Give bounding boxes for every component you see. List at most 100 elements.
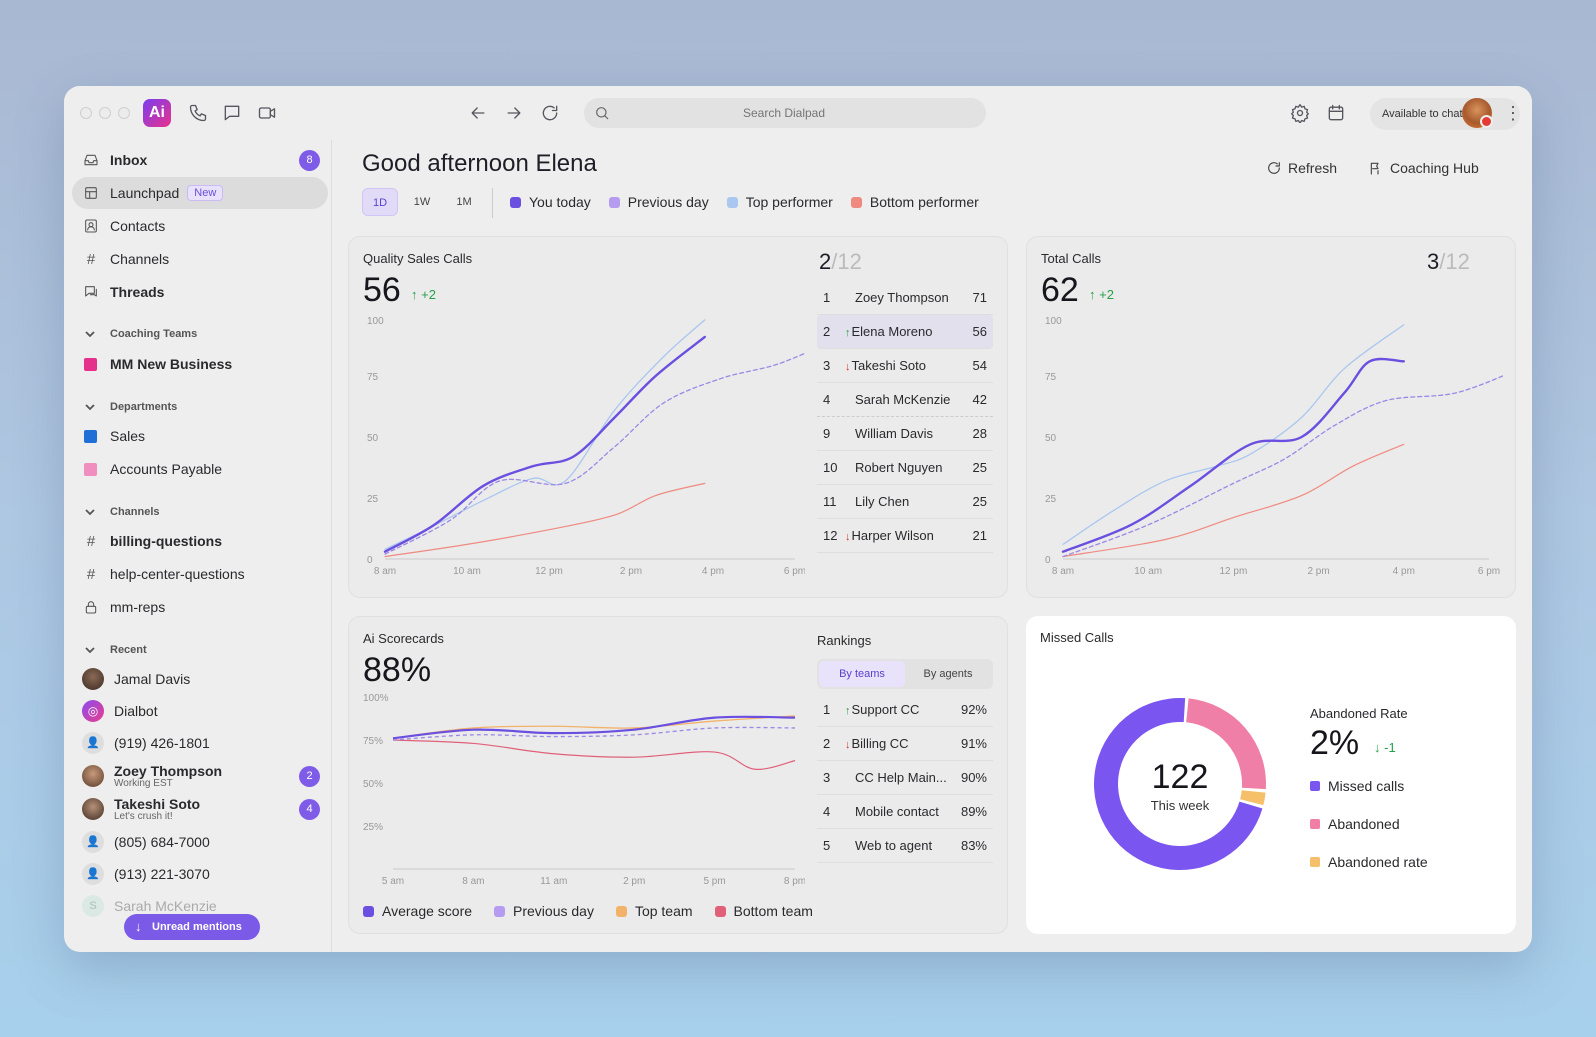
search-bar[interactable] [584, 98, 986, 128]
inbox-count-badge: 8 [299, 150, 320, 171]
launchpad-icon [82, 184, 100, 202]
tab-1m[interactable]: 1M [456, 196, 472, 208]
leaderboard-row[interactable]: 2 ↑Elena Moreno 56 [817, 315, 993, 349]
leaderboard-row[interactable]: 5 Web to agent 83% [817, 829, 993, 863]
back-arrow-icon[interactable] [468, 103, 488, 123]
person-icon: 👤 [82, 732, 104, 754]
leaderboard-row[interactable]: 2 ↓Billing CC 91% [817, 727, 993, 761]
window-controls[interactable] [80, 107, 130, 119]
team-color-icon [84, 357, 97, 371]
maximize-dot[interactable] [118, 107, 130, 119]
row-name: Web to agent [855, 838, 933, 853]
recent-item-sarah-mckenzie[interactable]: S Sarah McKenzie [72, 890, 328, 922]
legend-item[interactable]: Abandoned rate [1310, 854, 1428, 870]
legend-item[interactable]: Abandoned [1310, 816, 1400, 832]
phone-icon[interactable] [188, 103, 208, 123]
tab-1d[interactable]: 1D [362, 188, 398, 216]
sidebar-item-accounts-payable[interactable]: Accounts Payable [72, 453, 328, 485]
legend-item[interactable]: Missed calls [1310, 778, 1404, 794]
user-avatar[interactable] [1462, 98, 1493, 128]
departments-header[interactable]: Departments [84, 401, 177, 413]
recent-item-jamal-davis[interactable]: Jamal Davis [72, 663, 328, 695]
more-menu-icon[interactable]: ⋮ [1504, 103, 1522, 123]
total-calls-card: Total Calls 62 ↑ +2 3/12 0 25 50 75 100 8 am 1… [1026, 236, 1516, 598]
app-logo[interactable]: Ai [143, 99, 171, 127]
x-tick-label: 6 pm [1478, 566, 1500, 577]
recent-item-phone-3[interactable]: 👤 (913) 221-3070 [72, 858, 328, 890]
coaching-hub-button[interactable]: Coaching Hub [1368, 160, 1479, 176]
leaderboard-row[interactable]: 1 ↑Support CC 92% [817, 693, 993, 727]
reload-icon[interactable] [540, 103, 560, 123]
video-icon[interactable] [257, 103, 277, 123]
recent-header[interactable]: Recent [84, 644, 147, 656]
leaderboard-row[interactable]: 4 Sarah McKenzie 42 [817, 383, 993, 417]
refresh-button[interactable]: Refresh [1266, 160, 1337, 176]
legend-item[interactable]: Average score [363, 903, 472, 919]
row-rank: 1 [823, 290, 831, 305]
legend-label: Top team [634, 903, 693, 919]
leaderboard-row[interactable]: 4 Mobile contact 89% [817, 795, 993, 829]
leaderboard-row[interactable]: 9 William Davis 28 [817, 417, 993, 451]
sidebar-item-threads[interactable]: Threads [72, 276, 328, 308]
chevron-down-icon [84, 506, 96, 518]
by-agents-toggle[interactable]: By agents [923, 668, 973, 680]
availability-status[interactable]: Available to chat [1370, 98, 1520, 130]
row-rank: 3 [823, 770, 831, 785]
sidebar-item-inbox[interactable]: Inbox 8 [72, 144, 328, 176]
sidebar-item-launchpad[interactable]: Launchpad New [72, 177, 328, 209]
row-name: Harper Wilson [851, 528, 934, 543]
row-name-cell: Zoey Thompson [845, 290, 957, 305]
sidebar-item-billing-questions[interactable]: # billing-questions [72, 525, 328, 557]
leaderboard-row[interactable]: 11 Lily Chen 25 [817, 485, 993, 519]
x-tick-label: 6 pm [784, 566, 805, 577]
unread-mentions-button[interactable]: Unread mentions [124, 914, 260, 940]
minimize-dot[interactable] [99, 107, 111, 119]
x-tick-label: 5 pm [703, 876, 725, 887]
avatar [82, 765, 104, 787]
by-teams-toggle[interactable]: By teams [819, 661, 905, 687]
row-name-cell: Mobile contact [845, 804, 957, 819]
search-input[interactable] [614, 98, 954, 128]
forward-arrow-icon[interactable] [504, 103, 524, 123]
tab-1w[interactable]: 1W [413, 196, 431, 208]
recent-item-phone-1[interactable]: 👤 (919) 426-1801 [72, 727, 328, 759]
sidebar-item-label: Sales [110, 428, 146, 444]
recent-item-label: Zoey Thompson [114, 763, 223, 779]
recent-item-phone-2[interactable]: 👤 (805) 684-7000 [72, 826, 328, 858]
legend-item[interactable]: Top team [615, 903, 693, 919]
leaderboard-row[interactable]: 12 ↓Harper Wilson 21 [817, 519, 993, 553]
avatar [82, 668, 104, 690]
close-dot[interactable] [80, 107, 92, 119]
leaderboard-row[interactable]: 3 ↓Takeshi Soto 54 [817, 349, 993, 383]
sidebar-item-help-center-questions[interactable]: # help-center-questions [72, 558, 328, 590]
legend-item[interactable]: Top performer [726, 194, 833, 210]
recent-item-text: Takeshi Soto Let's crush it! [114, 796, 200, 822]
sidebar-item-sales[interactable]: Sales [72, 420, 328, 452]
recent-item-takeshi-soto[interactable]: Takeshi Soto Let's crush it! 4 [72, 792, 328, 826]
avatar [82, 798, 104, 820]
legend-item[interactable]: Previous day [494, 903, 594, 919]
legend-item[interactable]: Previous day [608, 194, 709, 210]
legend-item[interactable]: Bottom performer [850, 194, 979, 210]
leaderboard-row[interactable]: 3 CC Help Main... 90% [817, 761, 993, 795]
recent-item-zoey-thompson[interactable]: Zoey Thompson Working EST 2 [72, 759, 328, 793]
settings-gear-icon[interactable] [1290, 103, 1310, 124]
channels-header[interactable]: Channels [84, 506, 160, 518]
sidebar-item-channels[interactable]: # Channels [72, 243, 328, 275]
recent-item-text: Zoey Thompson Working EST [114, 763, 222, 789]
coaching-teams-header[interactable]: Coaching Teams [84, 328, 197, 340]
sidebar-item-contacts[interactable]: Contacts [72, 210, 328, 242]
leaderboard-row[interactable]: 1 Zoey Thompson 71 [817, 281, 993, 315]
recent-item-dialbot[interactable]: ◎ Dialbot [72, 695, 328, 727]
row-score: 21 [972, 528, 987, 543]
chat-icon[interactable] [222, 103, 242, 123]
leaderboard-row[interactable]: 10 Robert Nguyen 25 [817, 451, 993, 485]
sidebar-item-mm-reps[interactable]: mm-reps [72, 591, 328, 623]
row-name-cell: ↑Elena Moreno [845, 324, 957, 339]
x-tick-label: 5 am [382, 876, 404, 887]
legend-item[interactable]: You today [510, 194, 591, 210]
row-name-cell: Lily Chen [845, 494, 957, 509]
legend-item[interactable]: Bottom team [714, 903, 813, 919]
sidebar-item-mm-new-business[interactable]: MM New Business [72, 348, 328, 380]
calendar-icon[interactable] [1326, 103, 1346, 123]
